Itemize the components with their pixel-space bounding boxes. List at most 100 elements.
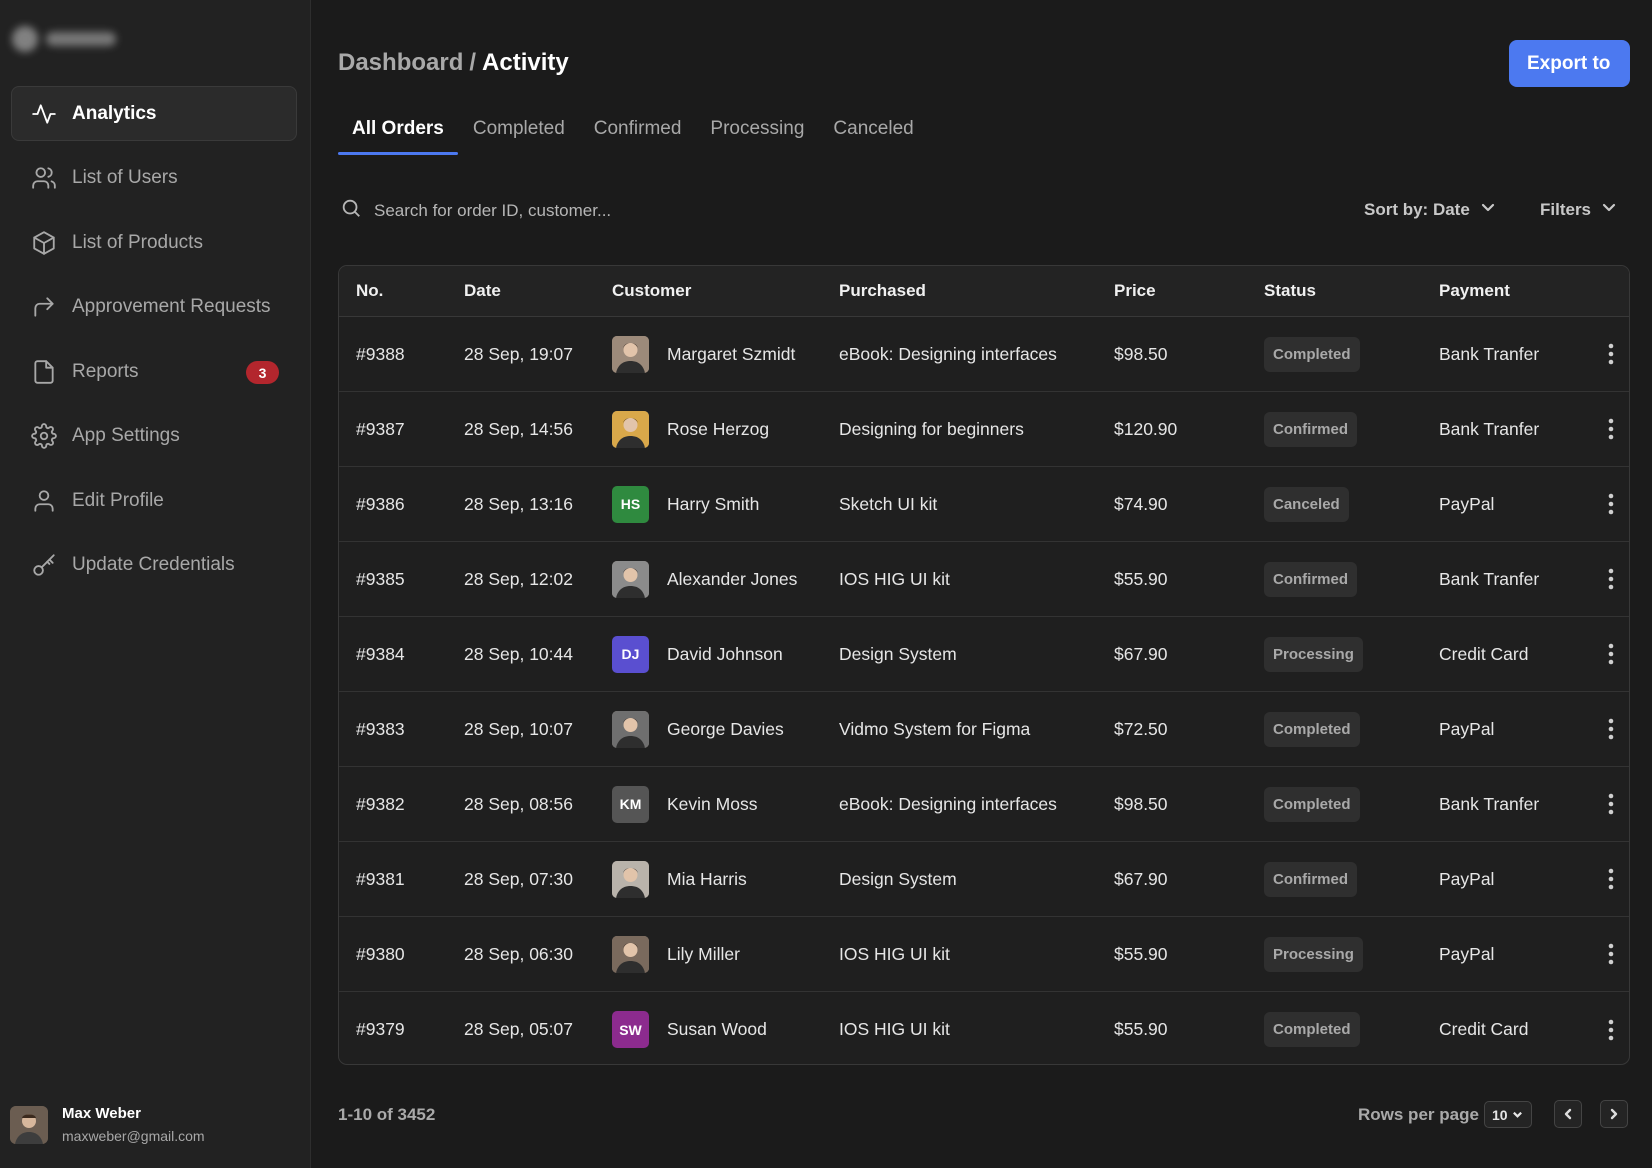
avatar-initials: DJ bbox=[621, 646, 640, 662]
column-header-date[interactable]: Date bbox=[464, 281, 501, 300]
breadcrumb-dashboard[interactable]: Dashboard bbox=[338, 49, 464, 76]
order-number: #9379 bbox=[356, 1019, 405, 1039]
purchased-item: Designing for beginners bbox=[839, 418, 1024, 439]
status-badge: Canceled bbox=[1264, 486, 1349, 522]
row-more-button[interactable] bbox=[1601, 864, 1621, 894]
row-more-button[interactable] bbox=[1601, 714, 1621, 744]
chevron-left-icon bbox=[1564, 1108, 1572, 1120]
current-user[interactable]: Max Weber maxweber@gmail.com bbox=[10, 1105, 205, 1144]
row-more-button[interactable] bbox=[1601, 939, 1621, 969]
sidebar-item-label: App Settings bbox=[72, 425, 180, 446]
row-more-button[interactable] bbox=[1601, 414, 1621, 444]
order-date: 28 Sep, 13:16 bbox=[464, 493, 573, 514]
sidebar-item-reports[interactable]: Reports 3 bbox=[11, 344, 297, 399]
avatar: KM bbox=[612, 785, 649, 823]
tab-completed[interactable]: Completed bbox=[472, 118, 565, 139]
status-badge: Completed bbox=[1264, 786, 1360, 822]
table-row[interactable]: #9383 28 Sep, 10:07 George Davies Vidmo Sys… bbox=[339, 692, 1629, 767]
avatar: DJ bbox=[612, 635, 649, 673]
status-badge: Confirmed bbox=[1264, 561, 1357, 597]
column-header-purchased[interactable]: Purchased bbox=[839, 281, 926, 300]
table-row[interactable]: #9386 28 Sep, 13:16 HS Harry Smith Sketch UI… bbox=[339, 467, 1629, 542]
table-row[interactable]: #9384 28 Sep, 10:44 DJ David Johnson Design … bbox=[339, 617, 1629, 692]
column-header-customer[interactable]: Customer bbox=[612, 281, 692, 300]
sidebar-item-list-of-products[interactable]: List of Products bbox=[11, 215, 297, 270]
row-more-button[interactable] bbox=[1601, 789, 1621, 819]
search-bar bbox=[340, 197, 794, 224]
order-price: $67.90 bbox=[1114, 868, 1168, 889]
customer-name: David Johnson bbox=[667, 643, 783, 664]
customer-name: Lily Miller bbox=[667, 943, 740, 964]
filters-dropdown[interactable]: Filters bbox=[1540, 199, 1617, 220]
order-number: #9387 bbox=[356, 418, 405, 439]
column-header-status[interactable]: Status bbox=[1264, 281, 1316, 300]
sidebar-item-app-settings[interactable]: App Settings bbox=[11, 409, 297, 464]
sidebar-item-approvement-requests[interactable]: Approvement Requests bbox=[11, 280, 297, 335]
chevron-down-icon bbox=[1480, 199, 1496, 220]
customer: DJ David Johnson bbox=[612, 635, 783, 673]
filters-label: Filters bbox=[1540, 199, 1592, 219]
sort-dropdown[interactable]: Sort by: Date bbox=[1364, 199, 1496, 220]
sidebar-item-label: Update Credentials bbox=[72, 554, 235, 575]
row-more-button[interactable] bbox=[1601, 339, 1621, 369]
sidebar-item-list-of-users[interactable]: List of Users bbox=[11, 151, 297, 206]
avatar-initials: SW bbox=[619, 1021, 642, 1038]
row-more-button[interactable] bbox=[1601, 489, 1621, 519]
payment-method: Credit Card bbox=[1439, 1019, 1529, 1039]
order-price: $67.90 bbox=[1114, 643, 1168, 664]
customer: KM Kevin Moss bbox=[612, 785, 757, 823]
avatar bbox=[612, 410, 649, 448]
table-row[interactable]: #9379 28 Sep, 05:07 SW Susan Wood IOS HIG UI… bbox=[339, 992, 1629, 1064]
row-more-button[interactable] bbox=[1601, 1015, 1621, 1045]
order-date: 28 Sep, 08:56 bbox=[464, 793, 573, 814]
sidebar-item-analytics[interactable]: Analytics bbox=[11, 86, 297, 141]
status-badge: Processing bbox=[1264, 636, 1363, 672]
avatar bbox=[612, 935, 649, 973]
status-badge: Completed bbox=[1264, 336, 1360, 372]
column-header-price[interactable]: Price bbox=[1114, 281, 1156, 300]
table-row[interactable]: #9381 28 Sep, 07:30 Mia Harris Design Syste… bbox=[339, 842, 1629, 917]
search-input[interactable] bbox=[374, 200, 794, 221]
table-row[interactable]: #9380 28 Sep, 06:30 Lily Miller IOS HIG UI … bbox=[339, 917, 1629, 992]
order-number: #9382 bbox=[356, 793, 405, 814]
column-header-no[interactable]: No. bbox=[356, 281, 384, 300]
avatar: SW bbox=[612, 1011, 649, 1048]
sidebar-item-label: Reports bbox=[72, 360, 139, 382]
export-button[interactable]: Export to bbox=[1509, 40, 1630, 87]
gear-icon bbox=[30, 422, 58, 450]
sort-label: Sort by: Date bbox=[1364, 199, 1470, 219]
order-price: $74.90 bbox=[1114, 493, 1168, 514]
previous-page-button[interactable] bbox=[1554, 1100, 1582, 1128]
next-page-button[interactable] bbox=[1600, 1100, 1628, 1128]
tab-all-orders[interactable]: All Orders bbox=[338, 110, 458, 155]
sidebar-item-update-credentials[interactable]: Update Credentials bbox=[11, 538, 297, 593]
customer: Mia Harris bbox=[612, 860, 747, 898]
order-number: #9384 bbox=[356, 643, 405, 664]
column-header-payment[interactable]: Payment bbox=[1439, 281, 1510, 300]
row-more-button[interactable] bbox=[1601, 639, 1621, 669]
user-name: Max Weber bbox=[62, 1105, 141, 1122]
order-date: 28 Sep, 05:07 bbox=[464, 1019, 573, 1039]
status-cell: Completed bbox=[1264, 336, 1360, 372]
row-more-button[interactable] bbox=[1601, 564, 1621, 594]
more-vertical-icon bbox=[1608, 943, 1614, 965]
order-price: $55.90 bbox=[1114, 568, 1168, 589]
customer-name: Rose Herzog bbox=[667, 418, 770, 439]
table-row[interactable]: #9387 28 Sep, 14:56 Rose Herzog Designing f… bbox=[339, 392, 1629, 467]
sidebar-item-edit-profile[interactable]: Edit Profile bbox=[11, 473, 297, 528]
logo-mark-icon bbox=[12, 26, 38, 52]
table-row[interactable]: #9385 28 Sep, 12:02 Alexander Jones IOS HIG… bbox=[339, 542, 1629, 617]
customer: Alexander Jones bbox=[612, 560, 797, 598]
brand-logo[interactable] bbox=[12, 22, 122, 56]
table-row[interactable]: #9382 28 Sep, 08:56 KM Kevin Moss eBook: Des… bbox=[339, 767, 1629, 842]
order-date: 28 Sep, 07:30 bbox=[464, 868, 573, 889]
tab-canceled[interactable]: Canceled bbox=[833, 118, 914, 139]
table-row[interactable]: #9388 28 Sep, 19:07 Margaret Szmidt eBook: … bbox=[339, 317, 1629, 392]
more-vertical-icon bbox=[1608, 1019, 1614, 1040]
avatar-initials: HS bbox=[620, 496, 641, 512]
tab-confirmed[interactable]: Confirmed bbox=[593, 118, 682, 139]
rows-per-page-select[interactable]: 10 bbox=[1484, 1101, 1532, 1128]
tab-processing[interactable]: Processing bbox=[710, 118, 805, 139]
avatar bbox=[10, 1105, 48, 1144]
payment-method: PayPal bbox=[1439, 868, 1495, 889]
